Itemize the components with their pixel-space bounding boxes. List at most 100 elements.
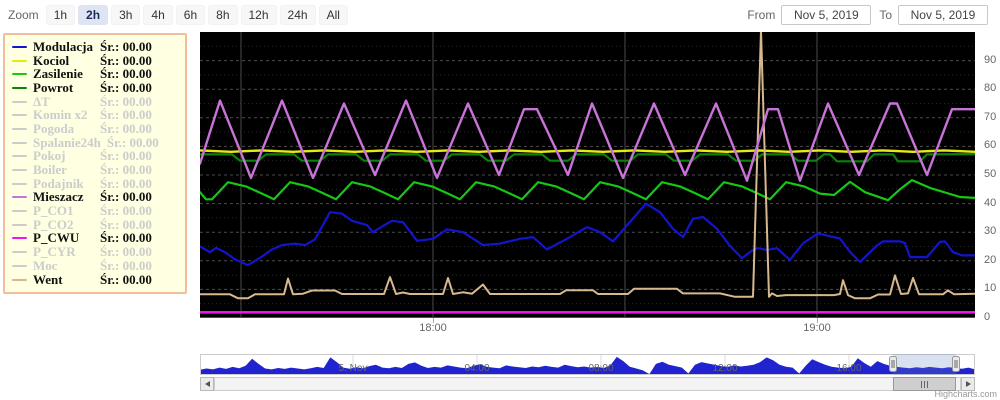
range-buttons: 1h 2h 3h 4h 6h 8h 12h 24h All xyxy=(43,5,348,25)
legend-item-mieszacz[interactable]: Mieszacz Śr.: 00.00 xyxy=(12,189,181,205)
scrollbar-right-button[interactable] xyxy=(961,377,975,391)
y-axis-label: 0 xyxy=(984,311,991,323)
series-line-modulacja xyxy=(200,202,975,267)
range-button-24h[interactable]: 24h xyxy=(279,5,316,25)
from-date-input[interactable] xyxy=(781,5,872,25)
x-axis-label: 19:00 xyxy=(803,322,831,334)
y-axis-label: 30 xyxy=(984,225,997,238)
highcharts-credits[interactable]: Highcharts.com xyxy=(934,389,997,399)
navigator-series-area xyxy=(200,356,975,375)
legend-series-name: Pokoj xyxy=(33,148,66,164)
legend-item-kociol[interactable]: Kociol Śr.: 00.00 xyxy=(12,52,181,68)
legend-series-name: Spalanie24h xyxy=(33,134,101,150)
legend-series-average: Śr.: 00.00 xyxy=(100,271,152,287)
legend-series-average: Śr.: 00.00 xyxy=(100,257,152,273)
navigator-axis-label: 04:00 xyxy=(464,363,489,374)
legend-panel: Modulacja Śr.: 00.00 Kociol Śr.: 00.00 Zasil… xyxy=(3,33,187,295)
legend-series-name: P_CO2 xyxy=(33,216,74,232)
legend-marker-icon xyxy=(12,114,27,117)
navigator-axis-label: 16:00 xyxy=(836,363,861,374)
date-range-group: From To xyxy=(747,5,988,25)
legend-marker-icon xyxy=(12,264,27,267)
legend-item-spalanie24h[interactable]: Spalanie24h Śr.: 00.00 xyxy=(12,134,181,150)
legend-marker-icon xyxy=(12,169,27,172)
legend-series-name: Went xyxy=(33,271,63,287)
legend-series-average: Śr.: 00.00 xyxy=(106,134,159,150)
legend-series-average: Śr.: 00.00 xyxy=(100,230,152,246)
x-axis-tick xyxy=(817,318,818,323)
x-axis-label: 18:00 xyxy=(419,322,447,334)
legend-series-name: P_CYR xyxy=(33,244,76,260)
legend-series-average: Śr.: 00.00 xyxy=(100,216,152,232)
range-button-3h[interactable]: 3h xyxy=(111,5,141,25)
legend-item-boiler[interactable]: Boiler Śr.: 00.00 xyxy=(12,162,181,178)
y-axis-label: 20 xyxy=(984,253,997,266)
legend-series-name: Moc xyxy=(33,257,58,273)
legend-series-name: Powrot xyxy=(33,79,74,95)
legend-marker-icon xyxy=(12,237,27,240)
thumb-grip-icon xyxy=(921,380,922,388)
legend-marker-icon xyxy=(12,278,27,281)
range-button-6h[interactable]: 6h xyxy=(175,5,206,25)
legend-marker-icon xyxy=(12,127,27,130)
navigator-selected-mask[interactable] xyxy=(893,354,956,375)
legend-series-name: Kociol xyxy=(33,52,70,68)
to-date-input[interactable] xyxy=(898,5,988,25)
y-axis-label: 80 xyxy=(984,82,997,95)
legend-series-average: Śr.: 00.00 xyxy=(100,244,152,260)
range-button-2h[interactable]: 2h xyxy=(78,5,109,25)
scrollbar-track[interactable] xyxy=(214,377,961,391)
legend-marker-icon xyxy=(12,73,27,76)
legend-item-went[interactable]: Went Śr.: 00.00 xyxy=(12,271,181,287)
range-button-12h[interactable]: 12h xyxy=(240,5,277,25)
range-button-8h[interactable]: 8h xyxy=(208,5,238,25)
legend-series-name: Pogoda xyxy=(33,120,75,136)
legend-item-moc[interactable]: Moc Śr.: 00.00 xyxy=(12,257,181,273)
legend-series-name: Modulacja xyxy=(33,38,93,54)
y-axis-label: 70 xyxy=(984,110,997,123)
legend-marker-icon xyxy=(12,59,27,62)
legend-item-p-cwu[interactable]: P_CWU Śr.: 00.00 xyxy=(12,230,181,246)
legend-marker-icon xyxy=(12,210,27,213)
range-button-4h[interactable]: 4h xyxy=(143,5,173,25)
legend-item-modulacja[interactable]: Modulacja Śr.: 00.00 xyxy=(12,38,181,54)
arrow-left-icon xyxy=(204,381,210,387)
legend-item-p-co2[interactable]: P_CO2 Śr.: 00.00 xyxy=(12,216,181,232)
navigator[interactable]: 5. Nov 04:00 08:00 12:00 16:00 xyxy=(200,354,975,376)
series-line-mieszacz xyxy=(200,99,975,182)
legend-item-p-co1[interactable]: P_CO1 Śr.: 00.00 xyxy=(12,203,181,219)
legend-item-powrot[interactable]: Powrot Śr.: 00.00 xyxy=(12,79,181,95)
legend-item-p-cyr[interactable]: P_CYR Śr.: 00.00 xyxy=(12,244,181,260)
legend-item-podajnik[interactable]: Podajnik Śr.: 00.00 xyxy=(12,175,181,191)
chart-plot-area[interactable] xyxy=(200,32,975,318)
x-axis-tick xyxy=(433,318,434,323)
legend-series-average: Śr.: 00.00 xyxy=(100,189,152,205)
scrollbar-left-button[interactable] xyxy=(200,377,214,391)
range-button-all[interactable]: All xyxy=(318,5,348,25)
legend-series-average: Śr.: 00.00 xyxy=(100,38,152,54)
main-chart-svg xyxy=(200,32,975,318)
legend-marker-icon xyxy=(12,182,27,185)
y-axis-label: 40 xyxy=(984,196,997,209)
navigator-axis-label: 08:00 xyxy=(588,363,613,374)
legend-series-average: Śr.: 00.00 xyxy=(100,175,152,191)
scrollbar-thumb[interactable] xyxy=(893,377,956,391)
legend-item-komin-x2[interactable]: Komin x2 Śr.: 00.00 xyxy=(12,107,181,122)
legend-item-zasilenie[interactable]: Zasilenie Śr.: 00.00 xyxy=(12,66,181,81)
navigator-axis-label: 5. Nov xyxy=(339,363,368,374)
legend-item--t[interactable]: ΔT Śr.: 00.00 xyxy=(12,94,181,109)
legend-series-average: Śr.: 00.00 xyxy=(100,148,152,164)
legend-series-name: P_CO1 xyxy=(33,203,74,219)
navigator-handle-right[interactable] xyxy=(952,356,960,372)
legend-item-pokoj[interactable]: Pokoj Śr.: 00.00 xyxy=(12,148,181,164)
legend-item-pogoda[interactable]: Pogoda Śr.: 00.00 xyxy=(12,120,181,136)
legend-marker-icon xyxy=(12,86,27,89)
navigator-handle-left[interactable] xyxy=(889,356,897,372)
legend-series-name: Boiler xyxy=(33,162,67,178)
legend-marker-icon xyxy=(12,223,27,226)
legend-marker-icon xyxy=(12,45,27,48)
range-button-1h[interactable]: 1h xyxy=(45,5,76,25)
to-label: To xyxy=(879,8,892,22)
